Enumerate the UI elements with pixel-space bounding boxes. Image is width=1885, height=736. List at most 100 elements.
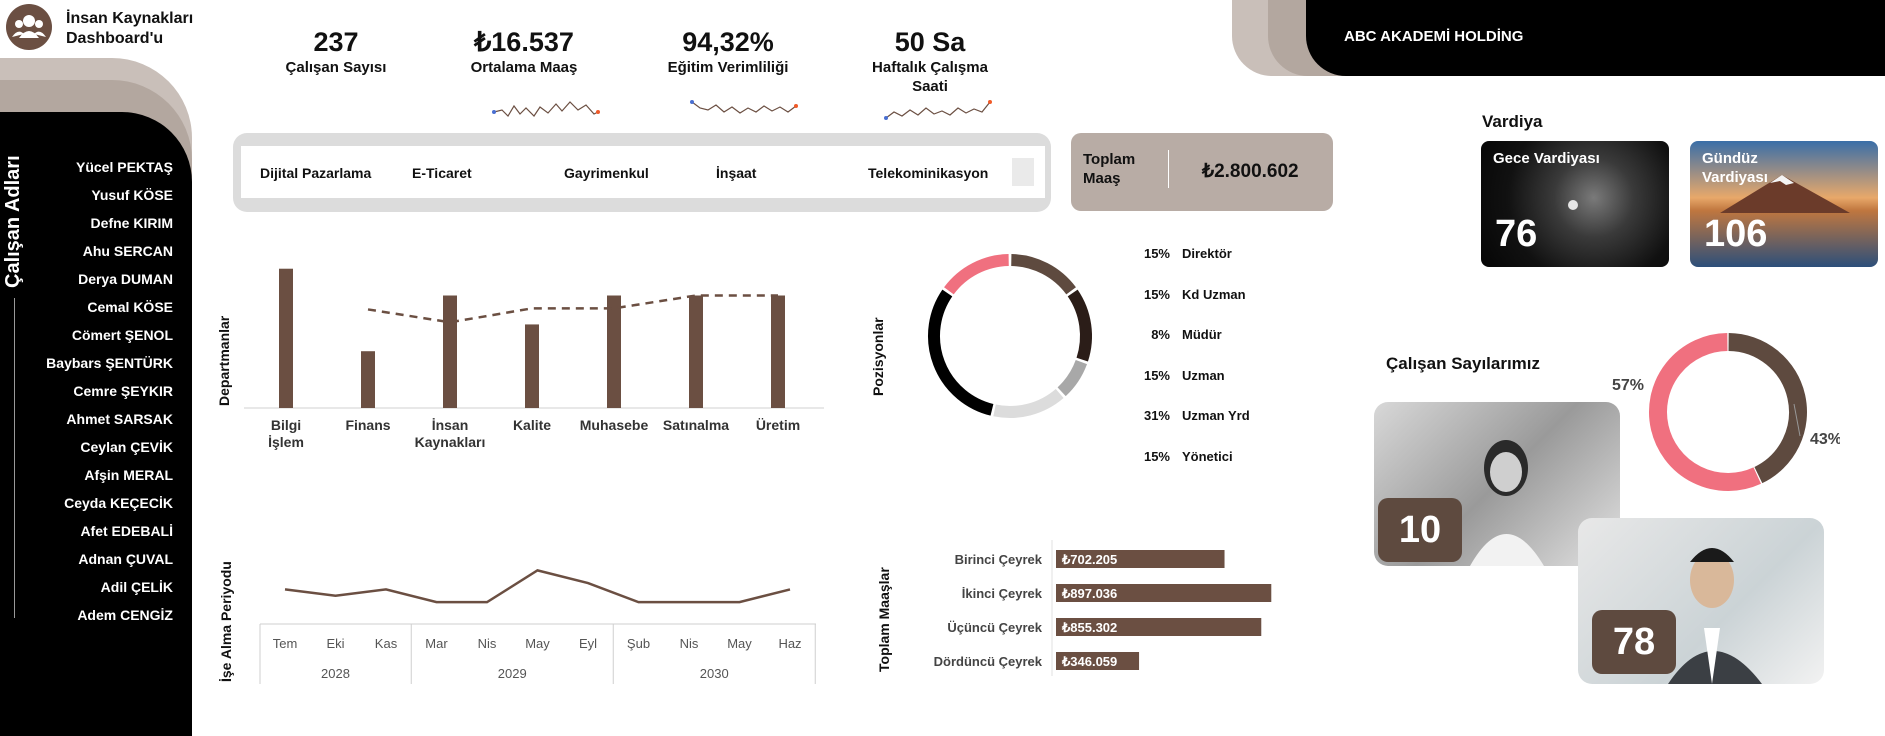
kpi-label: Eğitim Verimliliği <box>667 59 789 76</box>
donut-segment <box>993 388 1064 418</box>
person-photo-icon <box>1668 548 1762 684</box>
sparkline-hours <box>884 100 992 120</box>
bar <box>1056 584 1272 602</box>
total-salary-value: ₺2.800.602 <box>1202 161 1299 182</box>
hiring-period-chart: Tem Eki Kas Mar Nis May Eyl Şub Nis May Haz 2028 202… <box>259 569 816 684</box>
legend-label: Direktör <box>1182 246 1232 261</box>
month-label: Haz <box>778 636 801 651</box>
kpi-average-salary: ₺16.537 Ortalama Maaş <box>444 26 604 77</box>
company-name: ABC AKADEMİ HOLDİNG <box>1344 28 1524 45</box>
legend-item: 31% Uzman Yrd <box>1128 408 1268 449</box>
bar <box>361 351 375 408</box>
employee-name-item[interactable]: Ahmet SARSAK <box>66 411 173 427</box>
positions-donut-chart <box>928 254 1092 418</box>
day-shift-label: Gündüz Vardiyası <box>1702 150 1768 186</box>
app-title-line2: Dashboard'u <box>66 30 164 47</box>
employee-name-item[interactable]: Defne KIRIM <box>90 215 173 231</box>
donut-segment <box>1057 359 1088 397</box>
employee-name-item[interactable]: Yücel PEKTAŞ <box>76 159 173 175</box>
employee-name-item[interactable]: Ahu SERCAN <box>82 243 173 259</box>
slicer-item-digital-marketing[interactable]: Dijital Pazarlama <box>260 165 372 181</box>
person-photo-icon <box>1470 440 1544 566</box>
legend-label: Uzman Yrd <box>1182 408 1250 423</box>
month-label: May <box>727 636 752 651</box>
bar <box>1056 618 1262 636</box>
employee-name-list: Yücel PEKTAŞ Yusuf KÖSE Defne KIRIM Ahu SER… <box>30 158 173 634</box>
employee-count-title: Çalışan Sayılarımız <box>1386 354 1541 373</box>
slicer-item-construction[interactable]: İnşaat <box>716 165 757 181</box>
donut-label: 57% <box>1612 377 1644 394</box>
moon-icon <box>1568 200 1578 210</box>
month-label: Eyl <box>579 636 597 651</box>
slicer-item-ecommerce[interactable]: E-Ticaret <box>412 165 472 181</box>
employee-name-item[interactable]: Derya DUMAN <box>78 271 173 287</box>
donut-segment <box>944 254 1009 295</box>
month-label: Nis <box>680 636 699 651</box>
legend-label: Kd Uzman <box>1182 286 1246 302</box>
employee-name-item[interactable]: Adnan ÇUVAL <box>78 551 173 567</box>
slicer-scrollbar[interactable] <box>1012 158 1034 186</box>
employee-name-item[interactable]: Afşin MERAL <box>84 467 173 483</box>
sidebar-title: Çalışan Adları <box>2 155 24 288</box>
month-label: Nis <box>478 636 497 651</box>
legend-label: Uzman <box>1182 367 1225 383</box>
shift-title: Vardiya <box>1482 112 1543 131</box>
kpi-label: Çalışan Sayısı <box>285 59 387 76</box>
month-label: Mar <box>425 636 448 651</box>
employee-name-item[interactable]: Afet EDEBALİ <box>80 523 173 539</box>
year-label: 2029 <box>498 666 527 681</box>
data-label: ₺346.059 <box>1061 654 1117 669</box>
legend-item: 15% Direktör <box>1128 246 1268 287</box>
total-salary-divider <box>1168 150 1169 188</box>
app-title-line1: İnsan Kaynakları <box>66 10 194 27</box>
legend-percent: 31% <box>1143 408 1170 423</box>
employee-count-badge: 10 <box>1378 498 1462 562</box>
employee-name-item[interactable]: Adil ÇELİK <box>100 579 173 595</box>
x-tick-label: Muhasebe <box>580 417 649 433</box>
quarterly-salary-chart: Birinci Çeyrek ₺702.205 İkinci Çeyrek ₺897.… <box>934 540 1272 676</box>
kpi-value: 237 <box>313 27 359 57</box>
people-icon <box>12 15 46 38</box>
positions-legend: 15% Direktör 15% Kd Uzman 8% Müdür 15% Uzman 31%… <box>1128 246 1268 489</box>
app-logo <box>6 4 52 50</box>
total-salary-card <box>1071 133 1333 211</box>
bar <box>525 324 539 408</box>
sparkline-training <box>690 100 798 114</box>
employee-name-item[interactable]: Yusuf KÖSE <box>91 187 173 203</box>
data-label: ₺702.205 <box>1061 552 1117 567</box>
year-label: 2030 <box>700 666 729 681</box>
positions-axis-title: Pozisyonlar <box>870 317 886 396</box>
month-label: May <box>525 636 550 651</box>
employee-name-item[interactable]: Cemre ŞEYKIR <box>73 383 173 399</box>
employee-name-item[interactable]: Ceyda KEÇECİK <box>64 495 173 511</box>
slicer-item-telecom[interactable]: Telekominikasyon <box>868 165 989 181</box>
mountain-icon <box>1720 175 1850 213</box>
employee-name-item[interactable]: Cömert ŞENOL <box>71 327 173 343</box>
slicer-item-real-estate[interactable]: Gayrimenkul <box>564 165 649 181</box>
kpi-value: ₺16.537 <box>474 27 574 57</box>
app-title: İnsan Kaynakları Dashboard'u <box>66 9 193 49</box>
employee-name-item[interactable]: Baybars ŞENTÜRK <box>46 355 173 371</box>
legend-label: Yönetici <box>1182 448 1233 464</box>
bar <box>443 295 457 408</box>
kpi-training-efficiency: 94,32% Eğitim Verimliliği <box>648 26 808 77</box>
data-label: ₺897.036 <box>1061 586 1117 601</box>
slicer-body <box>241 146 1045 198</box>
trend-line <box>367 294 778 324</box>
employee-name-item[interactable]: Adem CENGİZ <box>77 607 173 623</box>
month-label: Kas <box>375 636 398 651</box>
month-label: Eki <box>326 636 344 651</box>
x-tick-label: Satınalma <box>663 417 729 433</box>
night-shift-label: Gece Vardiyası <box>1493 150 1600 167</box>
kpi-weekly-hours: 50 Sa Haftalık Çalışma Saati <box>855 26 1005 96</box>
total-salary-label: Toplam Maaş <box>1083 151 1136 187</box>
series-line <box>284 569 791 604</box>
employee-name-item[interactable]: Cemal KÖSE <box>87 299 173 315</box>
legend-percent: 15% <box>1143 367 1170 383</box>
legend-item: 15% Yönetici <box>1128 449 1268 490</box>
donut-segment <box>1728 333 1807 484</box>
sidebar <box>0 112 192 736</box>
employee-name-item[interactable]: Ceylan ÇEVİK <box>80 439 173 455</box>
y-tick-label: İkinci Çeyrek <box>962 586 1043 601</box>
